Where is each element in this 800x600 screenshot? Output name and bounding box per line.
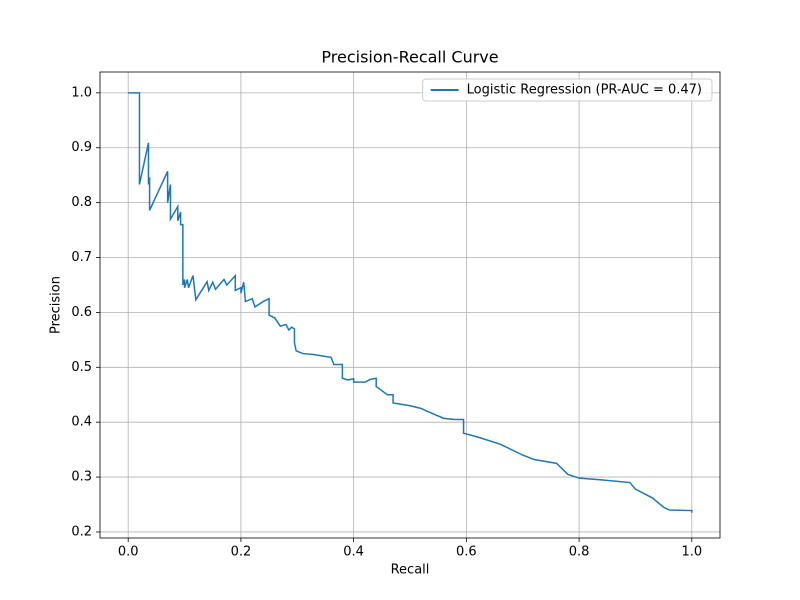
legend: Logistic Regression (PR-AUC = 0.47) [422,78,713,102]
x-tick-label: 0.6 [456,545,477,560]
x-tick-label: 1.0 [681,545,702,560]
line-series [128,92,693,513]
y-tick-label: 0.4 [71,415,92,430]
plot-frame [99,71,721,539]
chart-title: Precision-Recall Curve [321,48,498,67]
y-axis-label: Precision [49,276,64,334]
y-tick-label: 0.5 [71,360,92,375]
x-tick-label: 0.2 [231,545,252,560]
y-tick-label: 0.6 [71,305,92,320]
legend-box [422,78,713,102]
y-tick-label: 0.3 [71,470,92,485]
y-tick-label: 0.7 [71,250,92,265]
y-tick-label: 0.9 [71,140,92,155]
y-tick-label: 0.8 [71,195,92,210]
x-tick-label: 0.8 [569,545,590,560]
x-tick-label: 0.4 [343,545,364,560]
y-tick-label: 0.2 [71,524,92,539]
x-axis-label: Recall [391,563,430,578]
legend-label: Logistic Regression (PR-AUC = 0.47) [467,83,702,98]
x-tick-label: 0.0 [118,545,139,560]
y-tick-label: 1.0 [71,85,92,100]
